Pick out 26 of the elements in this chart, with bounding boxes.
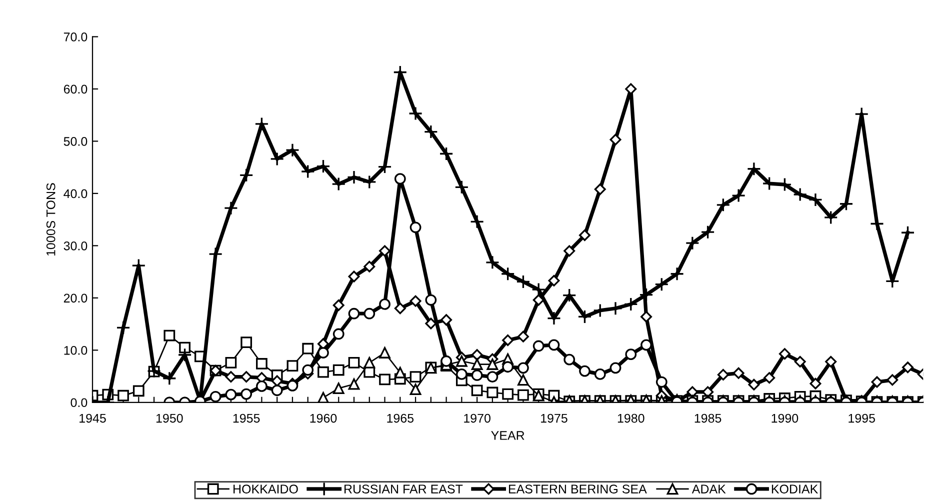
x-tick-label: 1960 — [310, 414, 337, 423]
x-tick-label: 1945 — [80, 414, 106, 423]
x-tick-label: 1950 — [156, 414, 183, 423]
x-tick-label: 1985 — [694, 414, 722, 423]
x-tick-label: 1975 — [541, 414, 568, 423]
x-tick-label: 1980 — [618, 414, 644, 423]
x-tick-label: 1955 — [233, 414, 260, 423]
legend-label: ADAK — [692, 484, 726, 494]
y-tick-label: 40.0 — [64, 189, 88, 198]
y-tick-label: 20.0 — [64, 294, 88, 303]
x-tick-label: 1990 — [772, 414, 798, 423]
legend-label: KODIAK — [772, 484, 818, 494]
y-tick-label: 70.0 — [64, 32, 88, 42]
x-tick-label: 1995 — [848, 414, 875, 423]
y-tick-label: 60.0 — [64, 84, 88, 94]
y-tick-label: 10.0 — [64, 346, 88, 355]
legend-label: RUSSIAN FAR EAST — [344, 484, 463, 494]
y-axis-title: 1000S TONS — [46, 183, 56, 256]
legend-label: EASTERN BERING SEA — [508, 484, 647, 494]
y-tick-label: 30.0 — [64, 241, 88, 250]
x-tick-label: 1970 — [464, 414, 490, 423]
x-tick-label: 1965 — [387, 414, 414, 423]
x-axis-title: YEAR — [491, 431, 524, 440]
y-tick-label: 50.0 — [64, 137, 88, 146]
y-tick-label: 0.0 — [70, 398, 88, 408]
legend-label: HOKKAIDO — [234, 484, 298, 494]
